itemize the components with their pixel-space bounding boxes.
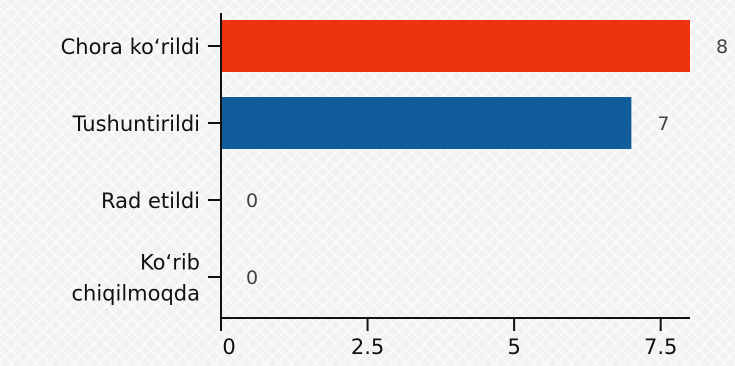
bar-1	[221, 97, 632, 149]
value-labels-group: 8 7 0 0	[246, 36, 728, 289]
category-label-line: Chora ko‘rildi	[61, 35, 200, 59]
category-label-line: Rad etildi	[101, 189, 200, 213]
x-tick-label-0: 0	[222, 335, 235, 359]
category-labels-group: Chora ko‘rildi Tushuntirildi Rad etildi Ko‘…	[61, 35, 200, 306]
axes-group	[208, 13, 690, 331]
x-tick-labels-group: 0 2.5 5 7.5	[222, 335, 677, 359]
value-label-0: 8	[716, 36, 728, 58]
bars-group	[221, 20, 690, 149]
category-label-1: Tushuntirildi	[72, 112, 200, 136]
x-tick-label-3: 7.5	[644, 335, 677, 359]
category-label-line: chiqilmoqda	[71, 282, 200, 306]
category-label-2: Rad etildi	[101, 189, 200, 213]
category-label-line: Tushuntirildi	[72, 112, 200, 136]
value-label-2: 0	[246, 190, 258, 212]
category-label-0: Chora ko‘rildi	[61, 35, 200, 59]
value-label-1: 7	[657, 113, 669, 135]
category-label-3: Ko‘rib chiqilmoqda	[71, 251, 200, 306]
value-label-3: 0	[246, 267, 258, 289]
x-tick-label-1: 2.5	[351, 335, 384, 359]
category-label-line: Ko‘rib	[140, 251, 200, 275]
bar-0	[221, 20, 690, 72]
x-tick-label-2: 5	[507, 335, 520, 359]
